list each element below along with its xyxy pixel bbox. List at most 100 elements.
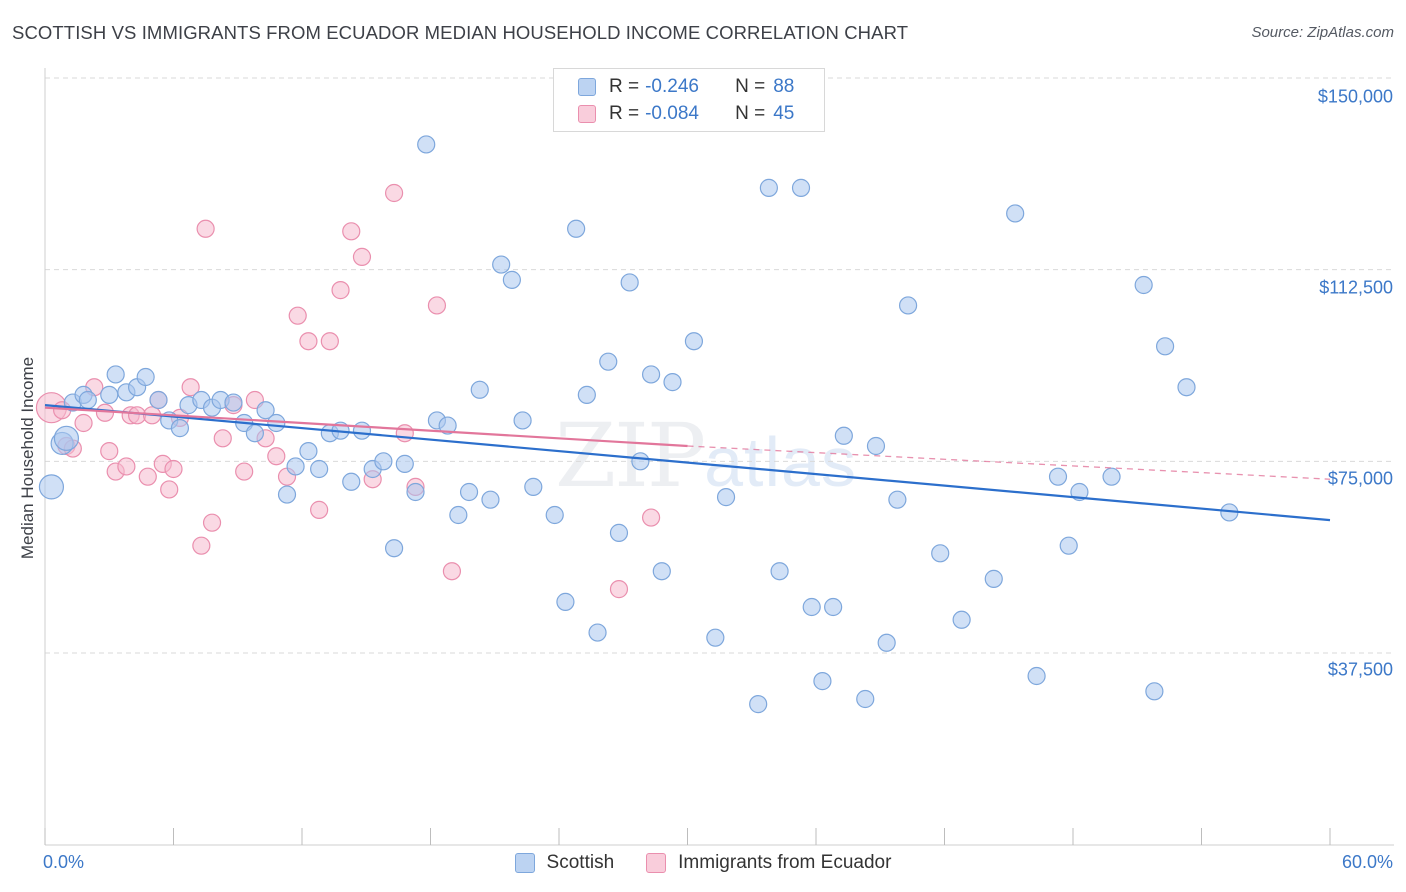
scottish-point-32 xyxy=(374,452,393,471)
scottish-point-68 xyxy=(824,597,843,617)
scottish-point-10 xyxy=(136,367,155,387)
legend-label-scottish: Scottish xyxy=(546,852,615,873)
scottish-point-72 xyxy=(877,633,896,652)
scottish-point-85 xyxy=(1145,682,1164,701)
ecuador-r-label: R = xyxy=(609,103,640,124)
scottish-point-77 xyxy=(984,569,1003,588)
ecuador-point-15 xyxy=(160,480,179,499)
scottish-point-6 xyxy=(100,385,119,404)
scottish-trend-line xyxy=(44,404,1331,522)
ecuador-point-24 xyxy=(235,462,254,481)
ecuador-point-9 xyxy=(117,457,136,476)
ecuador-point-31 xyxy=(310,500,329,519)
ecuador-point-43 xyxy=(641,508,661,527)
scottish-point-61 xyxy=(716,488,736,507)
scottish-point-22 xyxy=(267,413,286,433)
y-tick-label-37500: $37,500 xyxy=(1327,659,1393,680)
scottish-point-78 xyxy=(1006,204,1025,223)
x-tick-label-min: 0.0% xyxy=(43,852,85,872)
scottish-point-33 xyxy=(384,539,404,558)
scottish-point-44 xyxy=(502,270,521,289)
ecuador-r-value: -0.084 xyxy=(645,103,699,124)
scottish-point-71 xyxy=(866,436,886,456)
scottish-r-label: R = xyxy=(609,76,640,97)
scottish-point-29 xyxy=(342,472,361,491)
ecuador-point-29 xyxy=(288,306,307,325)
scottish-point-56 xyxy=(641,365,661,384)
ecuador-point-19 xyxy=(192,536,211,555)
scottish-point-11 xyxy=(149,390,168,410)
scottish-point-65 xyxy=(791,178,811,197)
ecuador-trend-line-dashed xyxy=(687,445,1331,480)
stats-row-scottish: R = -0.246 N = 88 xyxy=(578,75,794,99)
scottish-point-30 xyxy=(352,421,372,440)
source-label: Source: ZipAtlas.com xyxy=(1251,24,1394,41)
scottish-point-43 xyxy=(492,255,511,274)
scottish-point-75 xyxy=(931,544,950,563)
watermark-sub: atlas xyxy=(704,423,857,501)
scottish-point-46 xyxy=(524,477,543,496)
legend-label-ecuador: Immigrants from Ecuador xyxy=(678,852,892,873)
ecuador-point-37 xyxy=(384,183,404,203)
scottish-point-69 xyxy=(834,426,853,445)
legend: Scottish Immigrants from Ecuador xyxy=(0,852,1406,874)
scottish-point-86 xyxy=(1155,337,1175,356)
ecuador-point-16 xyxy=(164,459,183,479)
legend-swatch-ecuador xyxy=(646,853,667,873)
scottish-point-80 xyxy=(1048,467,1068,486)
scottish-point-87 xyxy=(1177,378,1196,397)
scottish-point-73 xyxy=(888,490,907,509)
scottish-point-74 xyxy=(898,296,918,315)
ecuador-trend-line xyxy=(44,406,688,448)
scottish-point-48 xyxy=(556,592,575,611)
scottish-point-35 xyxy=(406,482,425,502)
scottish-n-value: 88 xyxy=(773,76,795,97)
ecuador-point-35 xyxy=(352,247,372,266)
scottish-point-54 xyxy=(620,273,639,292)
ecuador-point-34 xyxy=(342,222,361,241)
scottish-point-52 xyxy=(599,352,618,371)
stats-row-ecuador: R = -0.084 N = 45 xyxy=(578,102,794,126)
scottish-point-18 xyxy=(224,393,243,412)
ecuador-point-32 xyxy=(320,332,339,351)
scottish-point-50 xyxy=(577,385,596,404)
ecuador-point-30 xyxy=(299,332,318,351)
ecuador-n-label: N = xyxy=(735,103,766,124)
ecuador-point-4 xyxy=(74,413,93,433)
scottish-point-79 xyxy=(1027,666,1046,686)
scottish-point-83 xyxy=(1102,467,1121,486)
scottish-r-value: -0.246 xyxy=(645,76,699,97)
scottish-point-66 xyxy=(802,597,821,617)
scottish-point-45 xyxy=(513,411,532,430)
stats-box: R = -0.246 N = 88 R = -0.084 N = 45 xyxy=(553,68,825,132)
scottish-point-58 xyxy=(663,373,682,392)
ecuador-point-12 xyxy=(138,467,157,486)
scottish-point-0 xyxy=(38,474,65,500)
scottish-point-13 xyxy=(170,419,190,438)
scottish-point-36 xyxy=(417,135,436,154)
scottish-point-51 xyxy=(588,623,607,642)
scottish-point-76 xyxy=(952,610,971,629)
scottish-point-49 xyxy=(567,219,586,238)
legend-item-ecuador[interactable]: Immigrants from Ecuador xyxy=(646,852,891,874)
legend-item-scottish[interactable]: Scottish xyxy=(514,852,615,874)
scottish-point-67 xyxy=(813,672,832,691)
scottish-n-label: N = xyxy=(735,76,766,97)
scottish-point-57 xyxy=(652,562,671,581)
scottish-point-24 xyxy=(286,457,305,476)
ecuador-point-40 xyxy=(427,296,447,315)
scottish-point-81 xyxy=(1059,536,1078,555)
scottish-point-64 xyxy=(770,562,789,581)
y-tick-label-112500: $112,500 xyxy=(1319,277,1393,298)
ecuador-point-38 xyxy=(395,424,414,443)
scottish-point-21 xyxy=(256,401,275,420)
scottish-swatch xyxy=(578,78,596,96)
scottish-point-53 xyxy=(609,523,629,542)
scottish-point-59 xyxy=(684,332,704,351)
scottish-point-39 xyxy=(449,505,468,525)
scottish-point-47 xyxy=(545,505,564,525)
scottish-point-62 xyxy=(749,695,768,714)
legend-swatch-scottish xyxy=(514,853,535,873)
ecuador-swatch xyxy=(578,105,596,123)
scottish-point-5 xyxy=(78,390,97,410)
